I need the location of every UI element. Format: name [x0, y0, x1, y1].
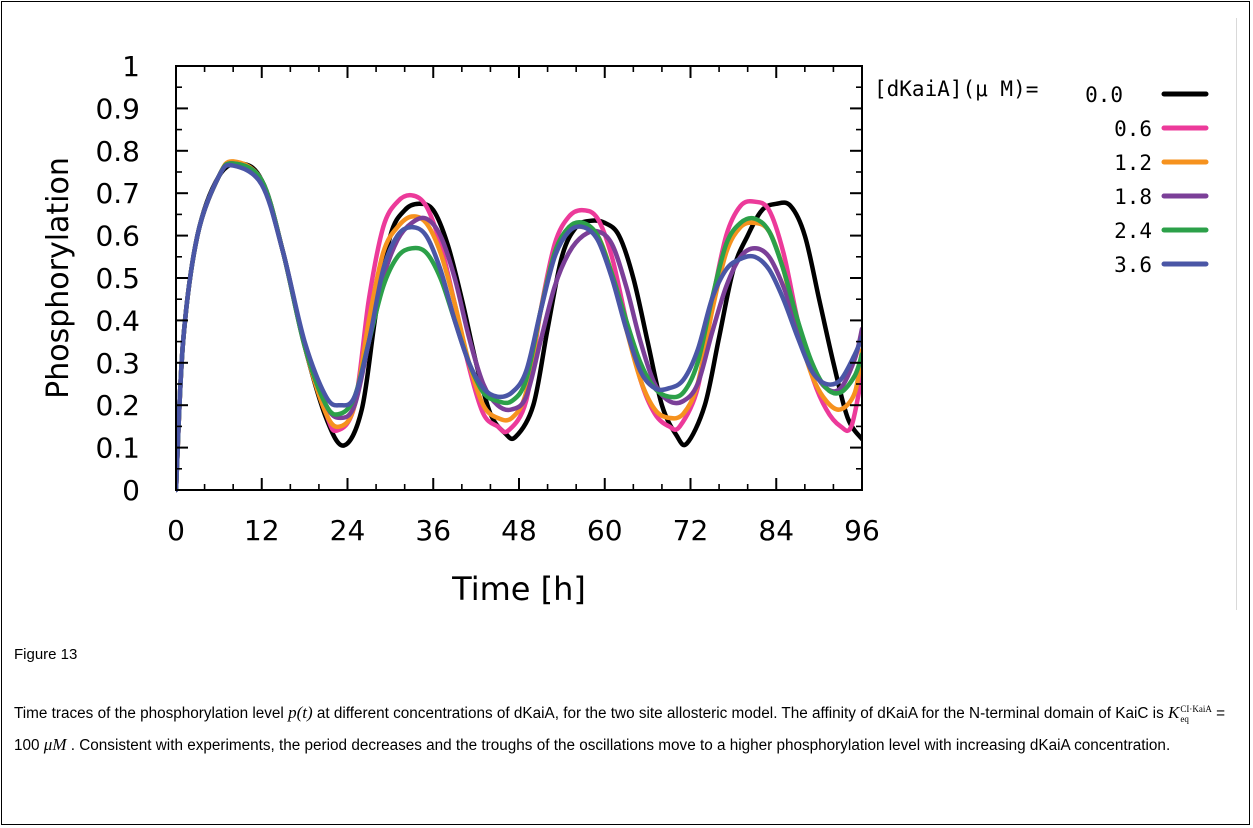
caption-k-symbol: K — [1167, 703, 1180, 722]
caption-text-2: at different concentrations of dKaiA, fo… — [312, 705, 1168, 722]
x-tick-label: 96 — [844, 514, 880, 547]
x-tick-label: 36 — [415, 514, 451, 547]
caption-unit: μM — [43, 735, 67, 754]
caption-text-3: = 100 — [14, 705, 1226, 754]
y-tick-label: 0 — [122, 474, 140, 507]
x-tick-label: 12 — [244, 514, 280, 547]
x-tick-label: 60 — [587, 514, 623, 547]
phosphorylation-chart: 0 12 24 36 48 60 72 84 96 0 0.1 0.2 0.3 0.4 0.5 0.6 0.7 0… — [41, 50, 1209, 608]
caption-p-of-t: p(t) — [288, 703, 313, 722]
caption-text-4: . Consistent with experiments, the perio… — [66, 737, 1171, 754]
legend-label-1.2: 1.2 — [1114, 151, 1152, 175]
series-lines — [176, 159, 862, 493]
legend-label-3.6: 3.6 — [1114, 253, 1152, 277]
y-tick-label: 0.4 — [95, 304, 140, 337]
x-tick-label: 84 — [758, 514, 794, 547]
y-tick-label: 0.1 — [95, 432, 140, 465]
y-tick-label: 1 — [122, 50, 140, 83]
tick-labels: 0 12 24 36 48 60 72 84 96 0 0.1 0.2 0.3 0.4 0.5 0.6 0.7 0… — [41, 50, 880, 608]
y-tick-label: 0.8 — [95, 135, 140, 168]
caption-k-subscript: eq — [1180, 713, 1189, 724]
y-tick-label: 0.9 — [95, 92, 140, 125]
series-line-3.6 — [176, 162, 862, 493]
legend: [dKaiA](μ M)= 0.0 0.6 1.2 1.8 2.4 3.6 — [874, 77, 1209, 277]
y-tick-label: 0.3 — [95, 347, 140, 380]
legend-label-0.0: 0.0 — [1085, 83, 1123, 107]
panel-separator — [1236, 18, 1237, 610]
y-tick-label: 0.6 — [95, 220, 140, 253]
figure-label: Figure 13 — [14, 646, 78, 663]
axes — [175, 65, 863, 491]
y-tick-label: 0.7 — [95, 177, 140, 210]
x-axis-label: Time [h] — [451, 570, 586, 608]
legend-label-1.8: 1.8 — [1114, 185, 1152, 209]
x-tick-label: 0 — [167, 514, 185, 547]
x-tick-label: 72 — [673, 514, 709, 547]
plot-frame — [175, 65, 863, 491]
y-tick-label: 0.5 — [95, 262, 140, 295]
caption-k-superscript: CI·KaiA — [1180, 703, 1212, 714]
x-tick-label: 24 — [330, 514, 366, 547]
x-tick-label: 48 — [501, 514, 537, 547]
y-axis-label: Phosphorylation — [41, 157, 76, 399]
figure-caption: Time traces of the phosphorylation level… — [14, 697, 1234, 761]
series-line-0.0 — [176, 161, 862, 493]
legend-label-2.4: 2.4 — [1114, 219, 1152, 243]
y-tick-label: 0.2 — [95, 389, 140, 422]
legend-title: [dKaiA](μ M)= — [874, 77, 1038, 101]
caption-text-1: Time traces of the phosphorylation level — [14, 705, 289, 722]
legend-label-0.6: 0.6 — [1114, 117, 1152, 141]
